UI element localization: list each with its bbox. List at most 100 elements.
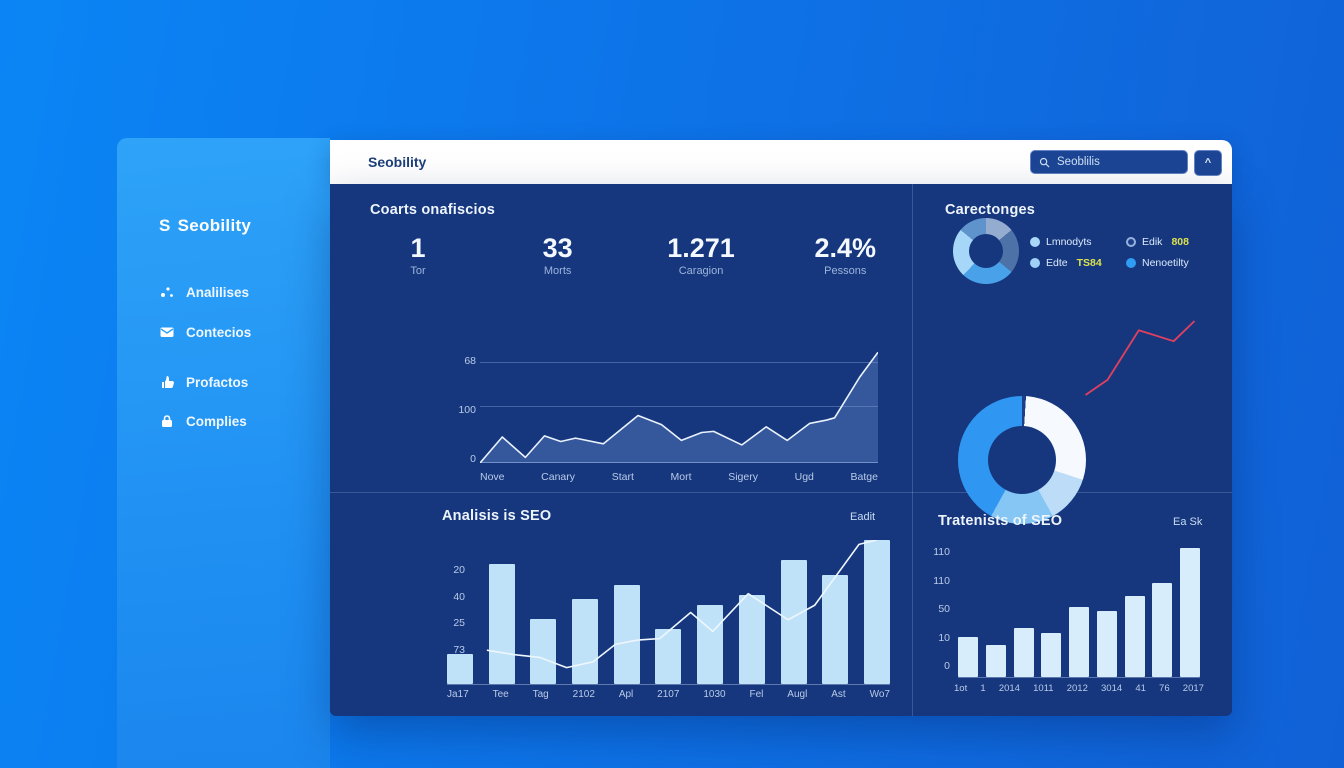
legend-highlight: 808 — [1171, 236, 1189, 248]
legend-dot — [1030, 258, 1040, 268]
legend-item-edik: Edik 808 — [1126, 236, 1206, 248]
analisis-title: Analisis is SEO — [442, 508, 552, 524]
analisis-bar-chart — [447, 540, 890, 685]
search-input[interactable]: Seoblilis — [1030, 150, 1188, 174]
x-axis-label: Batge — [850, 471, 878, 483]
x-axis-label: 2102 — [572, 689, 595, 700]
topbar: Seobility Seoblilis ^ — [330, 140, 1232, 184]
legend-label: Edik — [1142, 236, 1163, 248]
bar — [958, 637, 978, 677]
legend-item-lmnodyts: Lmnodyts — [1030, 236, 1126, 248]
sidebar-item-complies[interactable]: Complies — [159, 413, 247, 429]
analisis-edit-link[interactable]: Eadit — [850, 511, 876, 523]
x-axis-label: 1 — [980, 683, 986, 694]
stat-label: Morts — [543, 265, 572, 278]
x-axis-label: 1ot — [954, 683, 968, 694]
x-axis-label: Nove — [480, 471, 505, 483]
bar — [488, 564, 515, 684]
x-axis-label: 76 — [1159, 683, 1170, 694]
sidebar: S Seobility Analilises Contecios Profact… — [117, 138, 330, 768]
traffic-line-series — [480, 350, 878, 463]
legend-highlight: TS84 — [1076, 257, 1102, 269]
app-logo-title: S Seobility — [159, 216, 251, 236]
topbar-title: Seobility — [368, 154, 427, 170]
app-title: Seobility — [177, 216, 252, 235]
x-axis-label: Sigery — [728, 471, 758, 483]
stat-caragion: 1.271 Caragion — [667, 233, 735, 278]
sidebar-item-label: Profactos — [186, 374, 249, 390]
search-expand-button[interactable]: ^ — [1194, 150, 1222, 176]
y-axis-tick: 10 — [938, 631, 950, 644]
x-axis-label: Ja17 — [447, 689, 469, 700]
y-axis-tick: 68 — [464, 355, 476, 367]
legend-label: Edte — [1046, 257, 1068, 269]
y-axis-tick: 0 — [470, 453, 476, 465]
tratenish-yticks: 110 110 50 10 0 — [924, 546, 950, 672]
tratenish-title: Tratenists of SEO — [938, 513, 1063, 529]
stat-morts: 33 Morts — [528, 233, 588, 278]
bar — [1069, 607, 1089, 677]
tratenish-edit-link[interactable]: Ea Sk — [1173, 516, 1203, 528]
thumb-icon — [162, 376, 174, 388]
bar — [447, 653, 473, 684]
mail-icon — [160, 327, 174, 337]
tratenish-xlabels: 1ot 1 2014 1011 2012 3014 41 76 2017 — [954, 683, 1204, 694]
scatter-icon — [161, 287, 173, 297]
bar — [613, 584, 640, 684]
y-axis-tick: 110 — [933, 574, 950, 587]
y-axis-tick: 40 — [453, 590, 465, 603]
sidebar-item-contecios[interactable]: Contecios — [159, 324, 251, 340]
x-axis-label: Augl — [787, 689, 808, 700]
analisis-yticks: 20 40 25 73 — [443, 564, 465, 656]
y-axis-tick: 25 — [453, 617, 465, 630]
stat-value: 33 — [542, 233, 573, 263]
y-axis-tick: 100 — [458, 404, 476, 416]
bar — [738, 594, 765, 684]
x-axis-label: Mort — [670, 471, 692, 483]
search-value: Seoblilis — [1057, 156, 1100, 168]
x-axis-label: 41 — [1135, 683, 1146, 694]
legend-label: Nenoetilty — [1142, 257, 1189, 269]
search-icon — [1039, 157, 1050, 168]
y-axis-tick: 50 — [938, 603, 950, 615]
bar — [1096, 611, 1117, 677]
line-chart-yticks: 68 100 0 — [450, 355, 476, 465]
sidebar-item-profactos[interactable]: Profactos — [159, 374, 248, 390]
x-axis-label: Tag — [532, 689, 549, 700]
x-axis-label: 2017 — [1182, 683, 1204, 694]
y-axis-tick: 110 — [933, 546, 950, 558]
x-axis-label: 3014 — [1101, 683, 1123, 694]
x-axis-label: 2107 — [657, 689, 680, 700]
legend-dot — [1030, 237, 1040, 247]
stat-pessons: 2.4% Pessons — [814, 233, 876, 278]
red-trend-chart — [1082, 316, 1198, 400]
x-axis-label: Apl — [618, 689, 634, 700]
bar — [1152, 582, 1173, 677]
y-axis-tick: 20 — [453, 564, 465, 576]
sidebar-item-analilises[interactable]: Analilises — [159, 284, 249, 300]
axis-baseline — [480, 462, 878, 463]
bar — [1041, 633, 1062, 677]
stat-value: 1.271 — [667, 233, 735, 263]
line-chart-xlabels: Nove Canary Start Mort Sigery Ugd Batge — [480, 471, 878, 483]
dashboard-panel: Coarts onafiscios 1 Tor 33 Morts 1.271 C… — [330, 184, 1232, 716]
x-axis-label: Wo7 — [869, 689, 890, 700]
sidebar-item-label: Complies — [186, 413, 247, 429]
y-axis-tick: 0 — [944, 660, 950, 672]
x-axis-label: Ugd — [794, 471, 814, 483]
categories-legend: Lmnodyts Edik 808 Edte TS84 Nenoetilty — [1030, 236, 1206, 269]
legend-dot — [1126, 258, 1136, 268]
x-axis-label: Ast — [831, 689, 846, 700]
legend-item-nenoetilty: Nenoetilty — [1126, 257, 1206, 269]
horizontal-divider — [330, 492, 1232, 493]
tratenish-bar-chart — [958, 548, 1200, 678]
legend-item-edte: Edte TS84 — [1030, 257, 1126, 269]
stat-label: Tor — [410, 265, 426, 278]
bar — [572, 599, 599, 684]
sidebar-item-label: Contecios — [186, 324, 252, 340]
categories-title: Carectonges — [945, 202, 1036, 218]
stat-value: 2.4% — [814, 233, 876, 263]
app-logo: S — [159, 216, 171, 235]
analisis-xlabels: Ja17 Tee Tag 2102 Apl 2107 1030 Fel Augl Ast Wo7 — [447, 689, 890, 700]
red-trend-line — [1082, 316, 1198, 400]
